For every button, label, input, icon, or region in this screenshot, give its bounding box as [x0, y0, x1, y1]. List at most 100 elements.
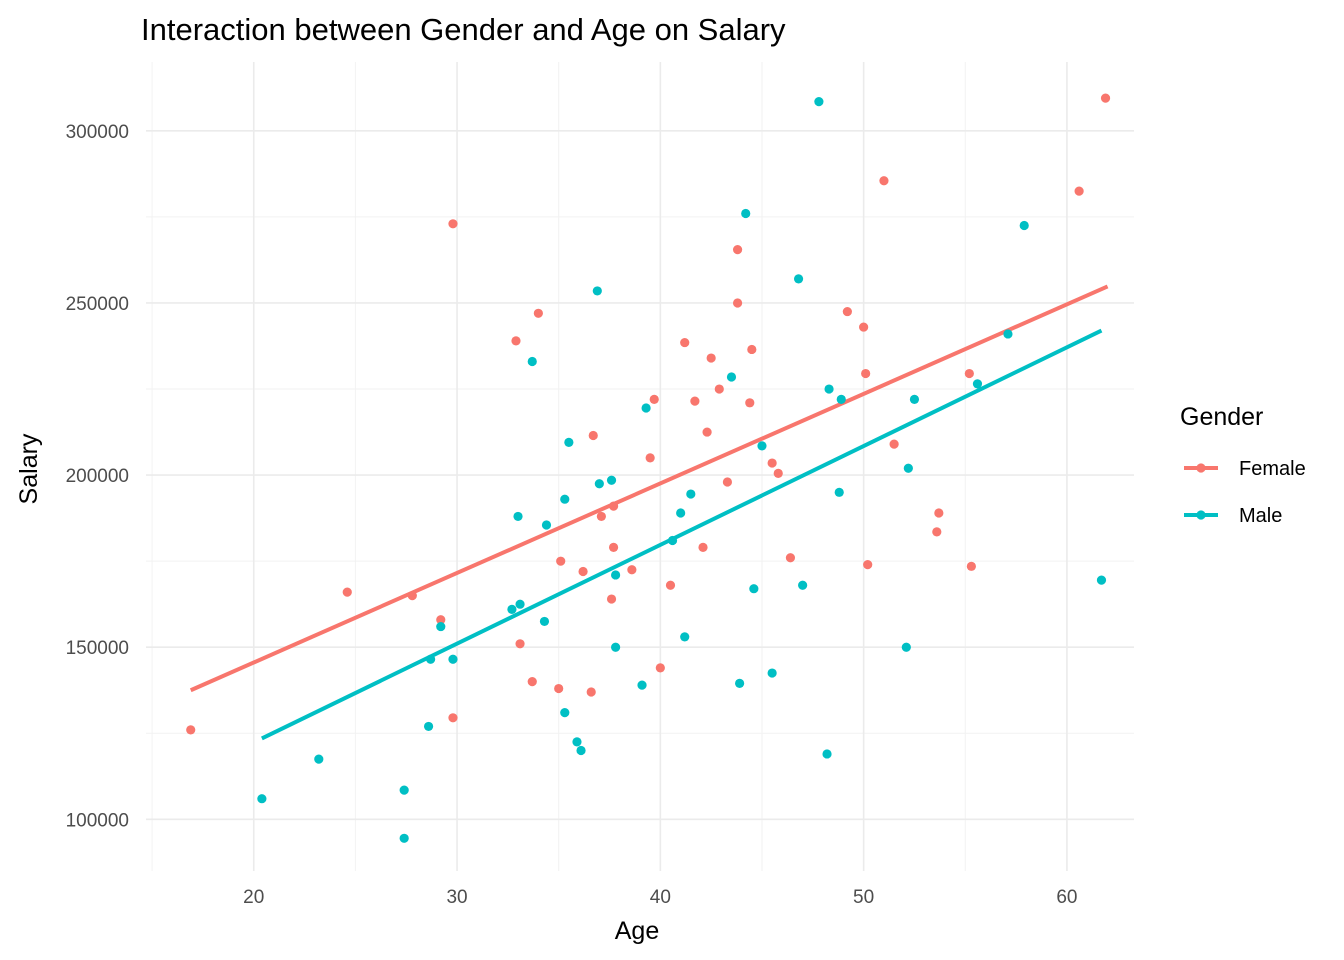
point-female: [578, 566, 588, 577]
y-tick-label: 100000: [66, 810, 129, 831]
point-female: [1100, 93, 1111, 103]
point-male: [798, 580, 808, 590]
point-male: [314, 754, 324, 764]
y-axis-ticks: 100000 150000 200000 250000 300000: [66, 122, 129, 832]
point-male: [539, 616, 550, 627]
point-female: [511, 336, 521, 346]
point-male: [594, 479, 604, 489]
point-male: [749, 584, 759, 594]
x-axis-ticks: 20 30 40 50 60: [243, 887, 1077, 908]
point-male: [822, 749, 832, 759]
point-female: [934, 508, 944, 518]
point-female: [767, 458, 777, 468]
point-female: [859, 322, 869, 332]
point-male: [903, 463, 913, 473]
point-male: [767, 668, 777, 678]
point-male: [824, 384, 834, 394]
point-female: [773, 468, 783, 478]
point-female: [1074, 186, 1084, 196]
x-tick-label: 20: [243, 887, 264, 908]
point-female: [533, 308, 543, 318]
point-male: [257, 794, 267, 804]
point-female: [556, 556, 566, 566]
data-points: [186, 93, 1111, 843]
point-female: [606, 594, 617, 604]
point-male: [564, 437, 574, 448]
legend: Gender Female Male: [1180, 403, 1306, 527]
y-tick-label: 300000: [66, 122, 129, 143]
legend-entry-female: Female: [1184, 458, 1306, 480]
point-male: [1003, 329, 1013, 339]
point-male: [541, 520, 552, 530]
point-female: [889, 439, 899, 449]
point-male: [611, 570, 621, 580]
point-female: [932, 527, 942, 537]
point-female: [645, 453, 655, 463]
point-female: [966, 561, 976, 571]
regression-lines: [189, 284, 1109, 741]
legend-key-point: [1196, 463, 1206, 473]
x-tick-label: 40: [650, 887, 671, 908]
legend-label: Male: [1239, 505, 1282, 527]
point-male: [399, 785, 409, 795]
point-male: [1096, 575, 1107, 585]
point-female: [554, 683, 564, 694]
point-female: [588, 430, 598, 441]
point-male: [686, 489, 696, 499]
point-male: [793, 274, 804, 284]
point-female: [702, 427, 712, 437]
point-male: [515, 599, 525, 609]
y-tick-label: 250000: [66, 294, 129, 315]
point-male: [726, 372, 737, 382]
minor-gridlines: [146, 62, 1134, 871]
point-female: [448, 713, 458, 723]
y-axis-title: Salary: [15, 433, 43, 504]
point-male: [741, 208, 751, 219]
point-female: [706, 353, 716, 363]
point-male: [576, 745, 586, 756]
point-female: [448, 219, 458, 229]
major-gridlines: [146, 62, 1134, 871]
point-female: [407, 590, 417, 601]
point-female: [879, 176, 889, 186]
fit-line-female: [189, 284, 1109, 693]
point-male: [834, 487, 844, 497]
legend-entries: Female Male: [1184, 458, 1306, 527]
point-female: [732, 245, 743, 255]
legend-label: Female: [1239, 458, 1306, 480]
point-male: [667, 535, 678, 546]
point-male: [448, 654, 458, 664]
point-female: [964, 368, 974, 379]
point-male: [836, 394, 846, 404]
point-male: [513, 511, 523, 522]
point-female: [608, 542, 619, 553]
x-tick-label: 30: [446, 887, 467, 908]
point-female: [698, 542, 708, 553]
chart-title: Interaction between Gender and Age on Sa…: [141, 12, 786, 47]
y-tick-label: 200000: [66, 466, 129, 487]
point-female: [680, 337, 690, 348]
legend-key-point: [1196, 510, 1206, 520]
point-male: [572, 737, 582, 747]
point-male: [972, 379, 983, 389]
x-tick-label: 50: [853, 887, 874, 908]
point-male: [423, 721, 434, 732]
point-male: [436, 621, 446, 632]
y-tick-label: 150000: [66, 638, 129, 659]
point-female: [665, 580, 676, 590]
point-female: [863, 560, 873, 570]
point-female: [842, 306, 852, 317]
point-male: [909, 394, 920, 404]
point-female: [608, 501, 619, 511]
point-female: [732, 298, 743, 308]
point-female: [342, 587, 352, 597]
point-female: [586, 687, 596, 697]
point-male: [641, 403, 651, 413]
point-male: [901, 642, 911, 652]
point-female: [527, 677, 537, 687]
point-female: [627, 565, 637, 575]
point-male: [560, 708, 570, 718]
point-female: [436, 615, 446, 625]
point-female: [747, 344, 757, 355]
